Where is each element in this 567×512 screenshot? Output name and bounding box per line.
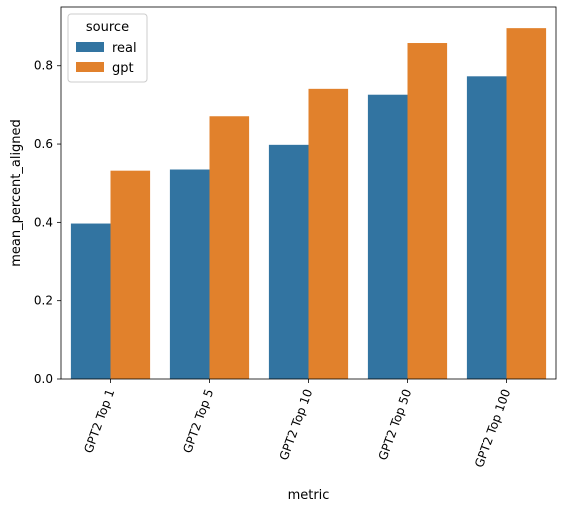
legend-label-real: real — [112, 41, 137, 56]
x-axis: GPT2 Top 1 GPT2 Top 5 GPT2 Top 10 GPT2 Top … — [81, 379, 513, 469]
y-tick-label: 0.8 — [34, 59, 53, 73]
bars-group — [70, 28, 547, 380]
bar-real-1 — [70, 223, 111, 379]
x-tick-label: GPT2 Top 100 — [472, 387, 513, 469]
bar-real-3 — [268, 144, 309, 379]
y-tick-label: 0.4 — [34, 215, 53, 229]
plot-frame — [60, 6, 557, 380]
bar-gpt-2 — [209, 116, 250, 380]
x-tick-label: GPT2 Top 50 — [376, 387, 415, 462]
bar-real-4 — [367, 94, 408, 379]
legend-swatch-gpt — [76, 62, 104, 72]
bar-gpt-4 — [407, 43, 448, 379]
y-tick-label: 0.6 — [34, 137, 53, 151]
legend-label-gpt: gpt — [112, 61, 134, 76]
legend: source real gpt — [67, 13, 148, 83]
y-axis-label: mean_percent_aligned — [9, 119, 24, 267]
bar-gpt-3 — [308, 88, 349, 379]
y-tick-label: 0.0 — [34, 372, 53, 386]
legend-swatch-real — [76, 42, 104, 52]
x-axis-label: metric — [288, 488, 330, 503]
x-tick-label: GPT2 Top 5 — [180, 387, 216, 455]
legend-title: source — [86, 20, 129, 35]
x-tick-label: GPT2 Top 10 — [277, 387, 316, 462]
bar-real-2 — [169, 169, 210, 379]
bar-gpt-1 — [110, 170, 151, 379]
bar-gpt-5 — [506, 28, 547, 379]
y-tick-label: 0.2 — [34, 294, 53, 308]
bar-real-5 — [466, 76, 507, 379]
x-tick-label: GPT2 Top 1 — [81, 387, 117, 455]
y-axis: 0.0 0.2 0.4 0.6 0.8 — [34, 59, 61, 386]
